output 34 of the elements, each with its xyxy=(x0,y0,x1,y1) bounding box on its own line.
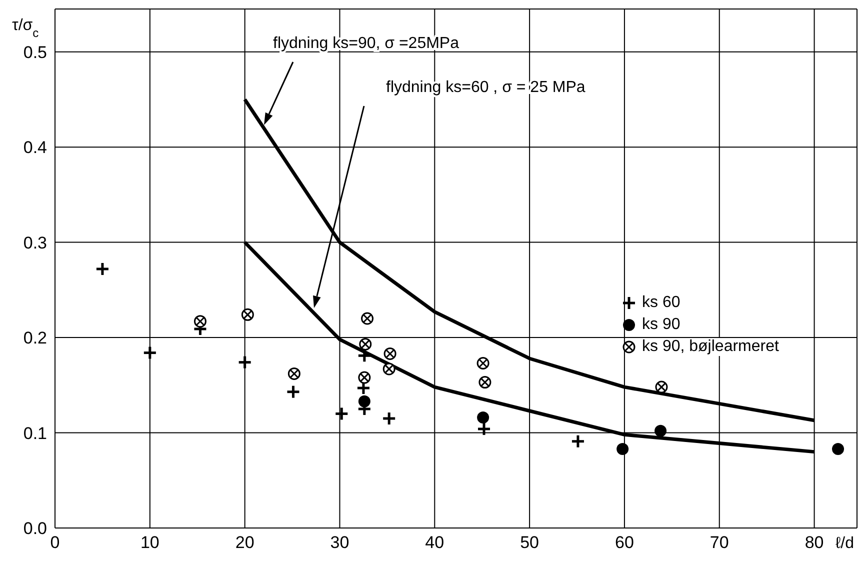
x-axis-title: ℓ/d xyxy=(835,535,854,552)
x-tick-label: 30 xyxy=(330,533,350,552)
legend-label: ks 60 xyxy=(642,294,680,312)
point xyxy=(361,312,374,325)
point xyxy=(241,308,254,321)
x-tick-label: 40 xyxy=(425,533,444,552)
point xyxy=(288,367,300,380)
legend-label: ks 90, bøjlearmeret xyxy=(642,338,779,356)
legend-label: ks 90 xyxy=(642,316,680,334)
point xyxy=(654,424,667,437)
y-tick-label: 0.3 xyxy=(23,233,47,252)
x-tick-label: 0 xyxy=(50,533,60,552)
point xyxy=(478,376,492,389)
x-tick-label: 60 xyxy=(615,533,634,552)
x-tick-label: 20 xyxy=(235,533,254,552)
point xyxy=(358,395,370,408)
x-tick-label: 70 xyxy=(710,533,729,552)
point xyxy=(476,357,490,370)
y-tick-label: 0.1 xyxy=(23,424,47,443)
point xyxy=(194,315,206,328)
point xyxy=(477,412,490,424)
y-tick-label: 0.0 xyxy=(23,519,47,538)
x-tick-label: 10 xyxy=(140,533,160,552)
point xyxy=(655,380,668,394)
point xyxy=(832,442,844,455)
y-tick-label: 0.5 xyxy=(23,42,47,62)
x-tick-label: 50 xyxy=(520,533,540,552)
y-tick-label: 0.4 xyxy=(23,138,47,158)
y-tick-label: 0.2 xyxy=(23,328,47,348)
point xyxy=(616,442,629,455)
y-axis-title: τ/σ$_{c}$ xyxy=(12,17,39,40)
point xyxy=(382,362,396,376)
x-tick-label: 80 xyxy=(804,533,824,552)
point xyxy=(384,347,396,360)
